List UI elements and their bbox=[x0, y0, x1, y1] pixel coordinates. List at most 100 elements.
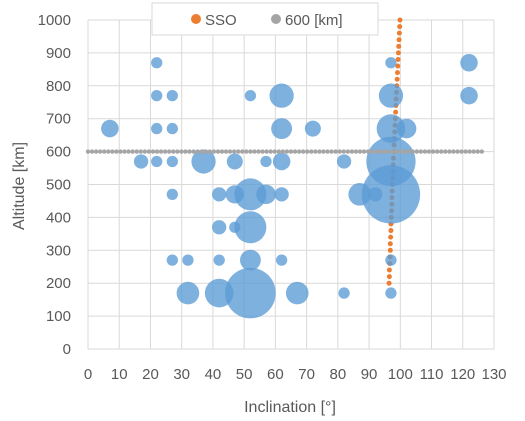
x-tick-label: 110 bbox=[420, 366, 444, 383]
line-600-point bbox=[130, 149, 135, 154]
bubble-point bbox=[151, 122, 163, 135]
line-600-point bbox=[430, 149, 436, 154]
line-600-point bbox=[171, 149, 176, 154]
line-600-point bbox=[300, 149, 306, 154]
x-tick-label: 20 bbox=[142, 366, 159, 383]
line-600-point bbox=[191, 149, 196, 154]
line-600-point bbox=[386, 149, 391, 154]
y-tick-label: 700 bbox=[46, 111, 71, 128]
line-600-point bbox=[329, 149, 334, 154]
sso-point bbox=[388, 228, 394, 234]
line-600-point bbox=[418, 149, 424, 154]
line-600-point bbox=[211, 149, 217, 154]
x-tick-label: 90 bbox=[361, 366, 378, 383]
x-axis-title: Inclination [°] bbox=[244, 399, 336, 416]
line-600-point bbox=[443, 149, 448, 154]
bubble-point bbox=[366, 136, 416, 187]
bubble-point bbox=[378, 83, 404, 108]
bubble-point bbox=[151, 90, 163, 102]
line-600-point bbox=[231, 149, 237, 154]
sso-point bbox=[386, 267, 392, 273]
y-tick-label: 900 bbox=[46, 45, 71, 62]
bubble-point bbox=[191, 149, 216, 174]
line-600-point bbox=[256, 149, 261, 154]
bubble-point bbox=[272, 152, 291, 171]
line-600-point bbox=[357, 149, 363, 154]
line-600-point bbox=[248, 149, 253, 154]
bubble-point bbox=[385, 57, 397, 69]
line-600-point bbox=[134, 149, 139, 154]
bubble-point bbox=[234, 178, 267, 211]
line-600-point bbox=[252, 149, 257, 154]
line-600-point bbox=[426, 149, 432, 154]
bubble-point bbox=[376, 114, 406, 143]
line-600-point bbox=[288, 149, 294, 154]
line-600-point bbox=[240, 149, 245, 154]
line-600-point bbox=[463, 149, 468, 154]
line-600-point bbox=[475, 149, 480, 154]
x-tick-labels: 0 10 20 30 40 50 60 70 80 90 100 110 120 130 bbox=[84, 366, 507, 383]
bubble-point bbox=[256, 184, 276, 205]
y-tick-label: 200 bbox=[46, 275, 71, 292]
line-600-point bbox=[93, 149, 99, 154]
line-600-point bbox=[459, 149, 464, 154]
bubble-point bbox=[385, 254, 397, 266]
legend-label-sso: SSO bbox=[205, 12, 237, 29]
line-600-point bbox=[382, 149, 387, 154]
line-600-point bbox=[471, 149, 476, 154]
bubble-point bbox=[166, 155, 178, 168]
line-600-point bbox=[110, 149, 115, 154]
x-tick-label: 0 bbox=[84, 366, 92, 383]
line-600-point bbox=[439, 149, 444, 154]
line-600-point bbox=[272, 149, 277, 154]
sso-point bbox=[395, 63, 401, 69]
bubble-point bbox=[166, 90, 178, 102]
bubble-point bbox=[385, 287, 397, 299]
line-600-point bbox=[236, 149, 241, 154]
line-600-point bbox=[154, 149, 160, 154]
line-600-point bbox=[268, 149, 273, 154]
line-600-point bbox=[361, 149, 367, 154]
bubble-point bbox=[225, 267, 276, 319]
line-600-point bbox=[85, 149, 91, 154]
line-600-point bbox=[378, 149, 383, 154]
line-600-point bbox=[223, 149, 229, 154]
bubble-point bbox=[460, 54, 478, 72]
line-600-point bbox=[126, 149, 131, 154]
x-tick-label: 60 bbox=[267, 366, 284, 383]
line-600-point bbox=[374, 149, 379, 154]
y-axis-title: Altitude [km] bbox=[11, 142, 28, 230]
bubble-point bbox=[285, 281, 309, 305]
bubble-point bbox=[166, 122, 178, 135]
line-600-point bbox=[175, 149, 180, 154]
sso-point bbox=[397, 17, 403, 23]
x-tick-label: 130 bbox=[481, 366, 506, 383]
line-600-point bbox=[317, 149, 322, 154]
sso-point bbox=[395, 56, 401, 62]
bubble-point bbox=[396, 118, 417, 139]
line-600-point bbox=[349, 149, 355, 154]
line-600-point bbox=[106, 149, 111, 154]
legend-label-600: 600 [km] bbox=[285, 12, 343, 29]
line-600-point bbox=[467, 149, 472, 154]
line-600-point bbox=[146, 149, 152, 154]
line-600-point bbox=[394, 149, 399, 154]
line-600-point bbox=[284, 149, 290, 154]
line-600-point bbox=[122, 149, 127, 154]
bubble-point bbox=[212, 220, 227, 235]
line-600-point bbox=[118, 149, 123, 154]
bubble-point bbox=[212, 187, 227, 202]
line-600-point bbox=[97, 149, 103, 154]
line-600-point bbox=[296, 149, 302, 154]
line-600-point bbox=[353, 149, 359, 154]
bubble-point bbox=[213, 254, 225, 266]
y-tick-label: 1000 bbox=[38, 12, 71, 29]
legend-marker-600 bbox=[271, 14, 281, 24]
line-600-point bbox=[309, 149, 314, 154]
legend-box bbox=[151, 2, 379, 36]
bubble-point bbox=[234, 211, 267, 244]
line-600-point bbox=[313, 149, 318, 154]
y-tick-labels: 0 100 200 300 400 500 600 700 800 900 1000 bbox=[38, 12, 71, 358]
line-600-point bbox=[114, 149, 119, 154]
sso-point bbox=[386, 274, 392, 280]
